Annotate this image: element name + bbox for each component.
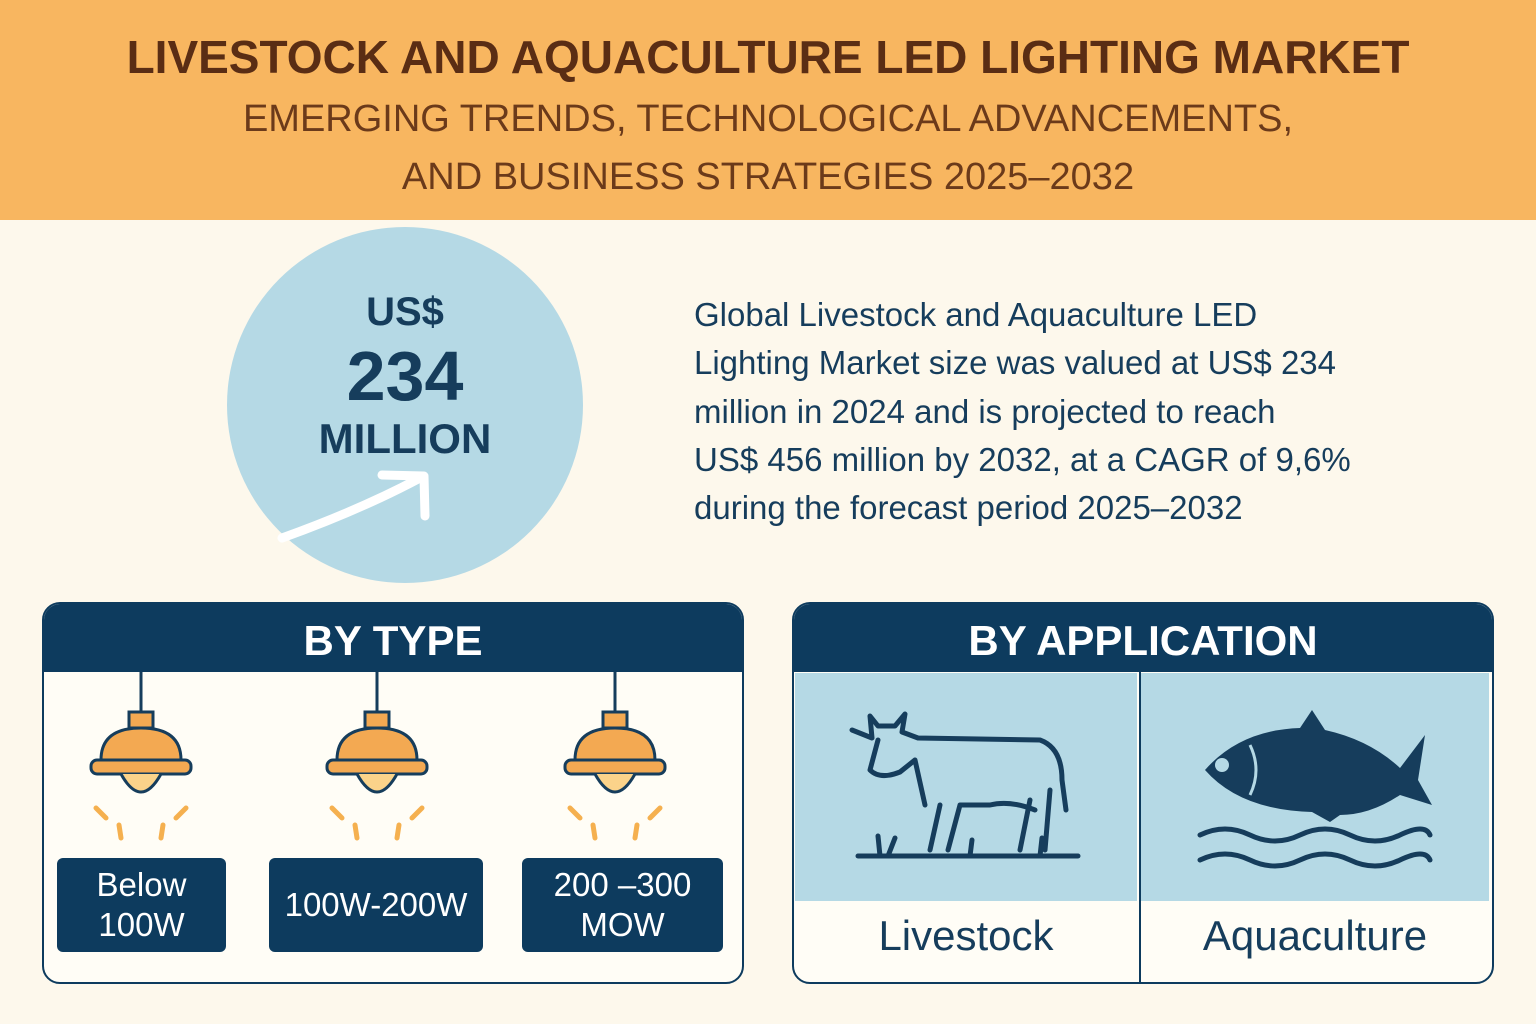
type-label: 200 –300 MOW — [522, 858, 723, 952]
type-label-line: MOW — [580, 906, 665, 943]
type-label-line: 100W-200W — [284, 886, 468, 923]
application-label: Livestock — [878, 912, 1054, 959]
type-label: 100W-200W — [269, 858, 483, 952]
subtitle: AND BUSINESS STRATEGIES 2025–2032 — [401, 156, 1135, 198]
aquaculture-cell — [1141, 673, 1489, 901]
type-label-line: 100W — [98, 906, 185, 943]
type-label: Below 100W — [57, 858, 226, 952]
header-band — [0, 0, 1536, 220]
title: LIVESTOCK AND AQUACULTURE LED LIGHTING M… — [126, 31, 1410, 83]
description: during the forecast period 2025–2032 — [694, 489, 1243, 526]
description: Global Livestock and Aquaculture LED — [694, 296, 1258, 333]
badge-currency: US$ — [366, 290, 444, 334]
description: Lighting Market size was valued at US$ 2… — [694, 344, 1337, 381]
type-label-line: Below — [96, 866, 187, 903]
subtitle: EMERGING TRENDS, TECHNOLOGICAL ADVANCEME… — [242, 98, 1294, 140]
application-label: Aquaculture — [1202, 912, 1428, 959]
market-badge — [227, 227, 583, 583]
divider — [1139, 672, 1141, 982]
badge-amount: 234 — [346, 337, 464, 415]
panel-title: BY TYPE — [44, 604, 742, 672]
description: US$ 456 million by 2032, at a CAGR of 9,… — [694, 441, 1351, 478]
type-label-line: 200 –300 — [553, 866, 692, 903]
badge-unit: MILLION — [318, 415, 492, 462]
description: million in 2024 and is projected to reac… — [694, 393, 1276, 430]
livestock-cell — [795, 673, 1137, 901]
panel-title: BY APPLICATION — [794, 604, 1492, 672]
